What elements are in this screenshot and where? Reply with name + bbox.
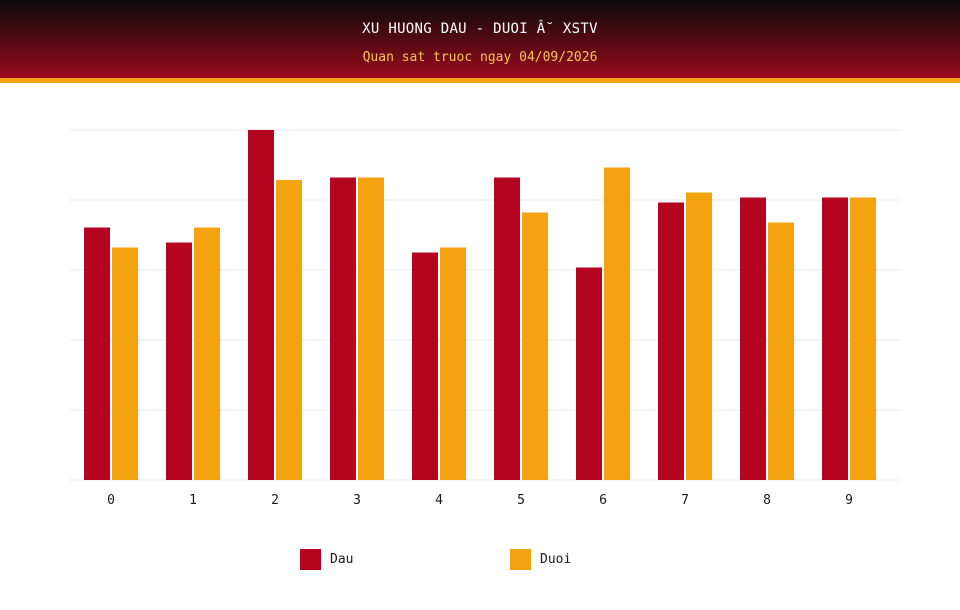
bar-duoi-4: [440, 247, 466, 480]
x-tick-label: 6: [599, 493, 607, 508]
bar-dau-9: [822, 197, 848, 480]
chart-title: XU HUONG DAU - DUOI Â˘ XSTV: [362, 21, 598, 37]
bar-dau-5: [494, 177, 520, 480]
chart-header: [0, 0, 960, 78]
x-tick-label: 8: [763, 493, 771, 508]
bar-dau-1: [166, 242, 192, 480]
bar-duoi-7: [686, 192, 712, 480]
bar-dau-0: [84, 227, 110, 480]
bar-dau-3: [330, 177, 356, 480]
legend-swatch-duoi: [510, 549, 531, 570]
x-tick-label: 3: [353, 493, 361, 508]
bar-dau-8: [740, 197, 766, 480]
bar-dau-2: [248, 130, 274, 480]
x-tick-label: 5: [517, 493, 525, 508]
bar-duoi-3: [358, 177, 384, 480]
legend-label-duoi: Duoi: [540, 552, 572, 567]
bar-duoi-5: [522, 212, 548, 480]
x-tick-label: 7: [681, 493, 689, 508]
bar-duoi-0: [112, 247, 138, 480]
chart-legend: Dau Duoi: [0, 549, 960, 573]
bar-duoi-9: [850, 197, 876, 480]
x-tick-label: 0: [107, 493, 115, 508]
bar-dau-6: [576, 267, 602, 480]
x-tick-label: 9: [845, 493, 853, 508]
header-accent-stripe: [0, 78, 960, 83]
bar-duoi-2: [276, 180, 302, 480]
bar-dau-7: [658, 202, 684, 480]
x-tick-label: 1: [189, 493, 197, 508]
bar-duoi-6: [604, 167, 630, 480]
x-tick-label: 2: [271, 493, 279, 508]
legend-swatch-dau: [300, 549, 321, 570]
bar-dau-4: [412, 252, 438, 480]
chart-subtitle: Quan sat truoc ngay 04/09/2026: [362, 50, 598, 65]
x-tick-label: 4: [435, 493, 443, 508]
bar-duoi-8: [768, 222, 794, 480]
legend-label-dau: Dau: [330, 552, 354, 567]
bar-duoi-1: [194, 227, 220, 480]
bar-chart: 0 1 2 3 4 5 6 7 8 9: [70, 129, 900, 508]
